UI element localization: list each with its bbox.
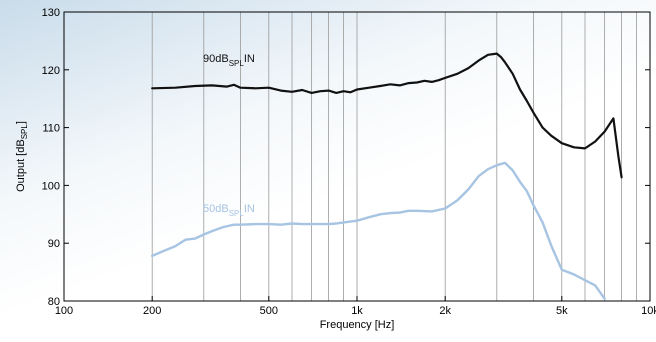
x-tick-label: 100 [55,305,73,317]
x-tick-label: 10k [641,305,656,317]
series-lines [150,52,623,300]
x-tick-label: 200 [143,305,161,317]
x-tick-label: 2k [439,305,451,317]
x-tick-label: 1k [351,305,363,317]
series-label-50dB: 50dBSPLIN [203,203,255,218]
y-axis-label-end: ] [15,121,27,124]
y-tick-label: 100 [42,180,60,192]
y-axis-label-main: Output [dB [15,139,27,192]
series-label-main: 90dB [203,53,229,65]
series-label-sub: SPL [229,209,245,218]
x-tick-label: 5k [556,305,568,317]
grid-lines [151,12,637,301]
y-axis-label-sub: SPL [20,124,29,140]
x-tick-label: 500 [260,305,278,317]
y-tick-label: 120 [42,65,60,77]
series-label-main: 50dB [203,203,229,215]
y-axis-label: Output [dBSPL] [15,121,29,192]
y-tick-label: 110 [42,123,60,135]
x-axis-label: Frequency [Hz] [320,319,395,331]
series-label-sub: SPL [229,59,245,68]
series-line-90dB [151,52,623,179]
axis-ticks: 100 200 500 1k 2k 5k 10k 80 90 100 110 120 130 [42,7,656,317]
y-tick-label: 90 [48,238,60,250]
series-label-end: IN [244,53,255,65]
series-label-90dB: 90dBSPLIN [203,53,255,68]
y-tick-label: 80 [48,296,60,308]
series-label-end: IN [244,203,255,215]
y-tick-label: 130 [42,7,60,19]
series-line-50dB [150,161,606,300]
